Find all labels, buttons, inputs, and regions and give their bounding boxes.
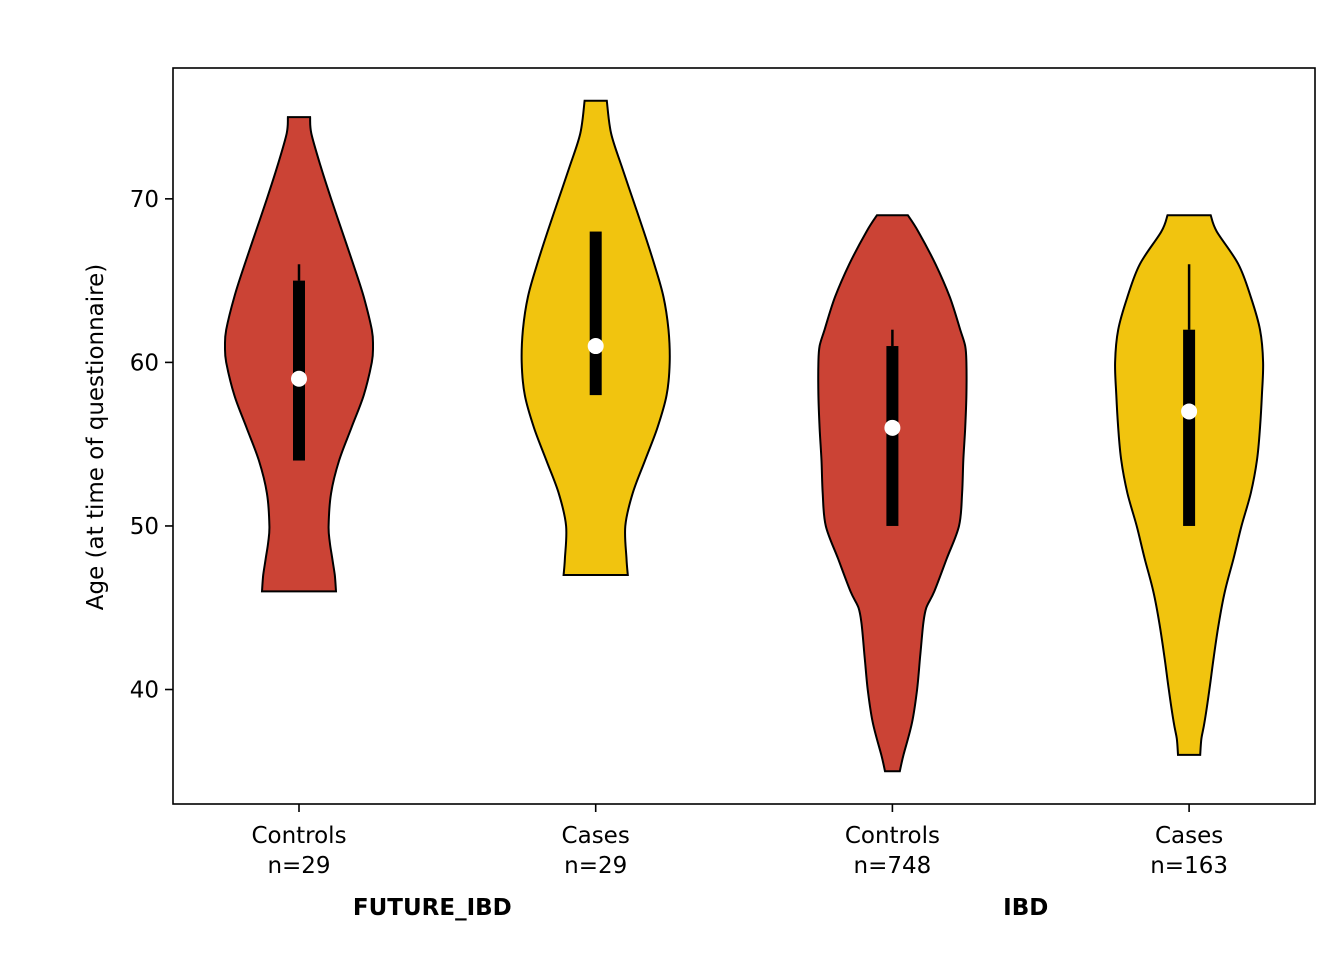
median-dot-1 (587, 338, 604, 355)
boxes-layer (291, 231, 1198, 526)
violins-layer (223, 99, 1265, 773)
group-label-1: IBD (1003, 895, 1048, 921)
group-label-0: FUTURE_IBD (353, 895, 512, 921)
y-tick-label-1: 50 (130, 514, 159, 540)
median-dot-2 (884, 419, 901, 436)
x-axis: Controls n=29 Cases n=29 Controls n=748 Cases n… (251, 804, 1228, 921)
x-tick-label-1: Cases (562, 823, 630, 849)
x-tick-count-1: n=29 (564, 853, 627, 879)
x-tick-count-3: n=163 (1150, 853, 1228, 879)
iqr-box-2 (886, 346, 899, 526)
iqr-box-3 (1183, 329, 1196, 526)
y-tick-label-2: 60 (130, 350, 159, 376)
plot-frame (172, 67, 1316, 805)
x-tick-label-3: Cases (1155, 823, 1223, 849)
median-dot-0 (291, 370, 307, 387)
iqr-box-1 (589, 231, 602, 396)
x-tick-label-0: Controls (251, 823, 346, 849)
iqr-box-0 (293, 280, 305, 461)
y-tick-label-0: 40 (130, 678, 159, 704)
x-tick-label-2: Controls (845, 823, 940, 849)
y-axis: 40 50 60 70 (130, 187, 173, 704)
y-axis-label: Age (at time of questionnaire) (83, 264, 109, 610)
median-dot-3 (1181, 403, 1198, 420)
y-tick-label-3: 70 (130, 187, 159, 213)
x-tick-count-2: n=748 (854, 853, 932, 879)
x-tick-count-0: n=29 (267, 853, 330, 879)
